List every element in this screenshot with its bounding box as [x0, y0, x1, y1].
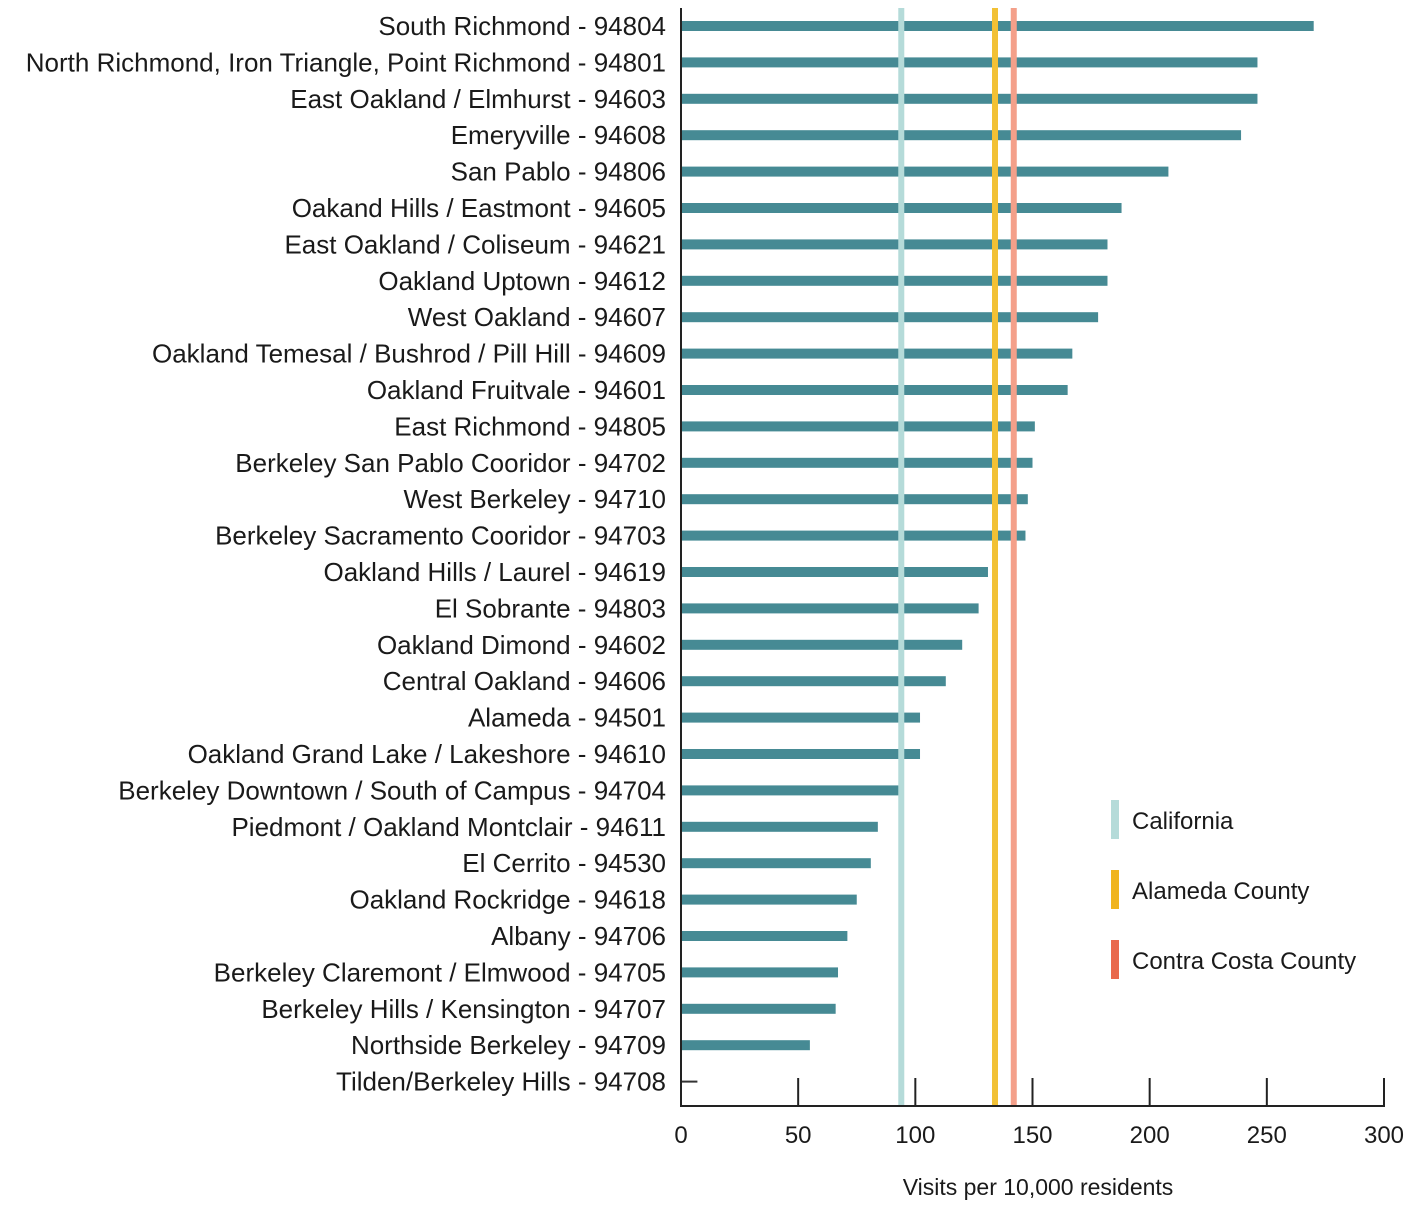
- bar: [681, 603, 979, 614]
- x-tick-label: 100: [895, 1122, 935, 1149]
- bar: [681, 931, 848, 941]
- category-label: South Richmond - 94804: [378, 11, 666, 41]
- category-label: Oakland Grand Lake / Lakeshore - 94610: [188, 739, 666, 769]
- x-tick-label: 50: [785, 1122, 812, 1149]
- category-label: Tilden/Berkeley Hills - 94708: [336, 1067, 666, 1097]
- bar: [681, 421, 1035, 432]
- bar: [681, 348, 1073, 359]
- bars-group: [681, 21, 1314, 1083]
- bar: [681, 530, 1026, 541]
- x-tick-label: 250: [1247, 1122, 1287, 1149]
- category-label: Oakand Hills / Eastmont - 94605: [292, 193, 666, 223]
- category-label: Oakland Temesal / Bushrod / Pill Hill - …: [152, 339, 666, 369]
- category-label: Oakland Uptown - 94612: [378, 266, 666, 296]
- bar: [681, 457, 1033, 468]
- bar: [681, 385, 1068, 395]
- bar: [681, 130, 1242, 141]
- x-tick-label: 0: [674, 1122, 687, 1149]
- category-label: Berkeley San Pablo Cooridor - 94702: [235, 448, 666, 478]
- category-label: Piedmont / Oakland Montclair - 94611: [231, 812, 666, 842]
- legend: California Alameda County Contra Costa Cou…: [1111, 800, 1356, 979]
- reference-line: [1010, 8, 1017, 1106]
- category-labels-group: South Richmond - 94804 North Richmond, Ir…: [26, 11, 666, 1097]
- category-label: Alameda - 94501: [468, 703, 666, 733]
- category-label: West Oakland - 94607: [408, 302, 666, 332]
- x-tick-label: 150: [1012, 1122, 1052, 1149]
- bar: [681, 967, 839, 978]
- bar: [681, 639, 963, 650]
- legend-swatch: [1111, 940, 1119, 979]
- legend-label: California: [1132, 808, 1234, 835]
- category-label: El Cerrito - 94530: [462, 848, 666, 878]
- bar: [681, 749, 921, 759]
- category-label: Oakland Hills / Laurel - 94619: [323, 557, 666, 587]
- category-label: Berkeley Downtown / South of Campus - 94…: [118, 775, 666, 805]
- bar: [681, 312, 1099, 323]
- x-tick-label: 200: [1130, 1122, 1170, 1149]
- legend-label: Contra Costa County: [1132, 948, 1356, 975]
- category-label: West Berkeley - 94710: [403, 484, 666, 514]
- reference-line: [992, 8, 999, 1106]
- category-label: Berkeley Hills / Kensington - 94707: [261, 994, 666, 1024]
- category-label: Berkeley Sacramento Cooridor - 94703: [215, 521, 666, 551]
- category-label: East Richmond - 94805: [394, 411, 666, 441]
- bar: [681, 785, 904, 796]
- category-label: Oakland Dimond - 94602: [377, 630, 666, 660]
- bar: [681, 676, 946, 687]
- category-label: Oakland Rockridge - 94618: [349, 885, 666, 915]
- x-tick-label: 300: [1364, 1122, 1404, 1149]
- bar: [681, 275, 1108, 286]
- category-label: Oakland Fruitvale - 94601: [367, 375, 666, 405]
- category-label: Central Oakland - 94606: [383, 666, 666, 696]
- bar: [681, 166, 1169, 177]
- bar: [681, 821, 878, 832]
- category-label: Emeryville - 94608: [451, 120, 666, 150]
- legend-swatch: [1111, 800, 1119, 839]
- category-label: East Oakland / Elmhurst - 94603: [290, 84, 666, 114]
- category-label: North Richmond, Iron Triangle, Point Ric…: [26, 47, 666, 77]
- reference-line: [898, 8, 905, 1106]
- category-label: Albany - 94706: [491, 921, 666, 951]
- bar: [681, 239, 1108, 250]
- bar: [681, 57, 1258, 68]
- x-ticks-group: 0 50 100 150 200 250 300: [674, 1078, 1404, 1149]
- bar: [681, 1080, 698, 1083]
- bar: [681, 93, 1258, 104]
- legend-swatch: [1111, 870, 1119, 909]
- bar: [681, 858, 871, 869]
- bar: [681, 894, 857, 905]
- legend-label: Alameda County: [1132, 878, 1309, 905]
- category-label: San Pablo - 94806: [451, 157, 666, 187]
- bar: [681, 567, 988, 577]
- reference-lines-group: [898, 8, 1017, 1106]
- x-axis-title: Visits per 10,000 residents: [903, 1174, 1174, 1200]
- category-label: El Sobrante - 94803: [435, 593, 666, 623]
- bar: [681, 1040, 810, 1051]
- bar: [681, 712, 921, 723]
- category-label: Northside Berkeley - 94709: [351, 1030, 666, 1060]
- bar: [681, 1003, 836, 1014]
- category-label: Berkeley Claremont / Elmwood - 94705: [214, 957, 666, 987]
- bar: [681, 494, 1028, 505]
- category-label: East Oakland / Coliseum - 94621: [284, 229, 666, 259]
